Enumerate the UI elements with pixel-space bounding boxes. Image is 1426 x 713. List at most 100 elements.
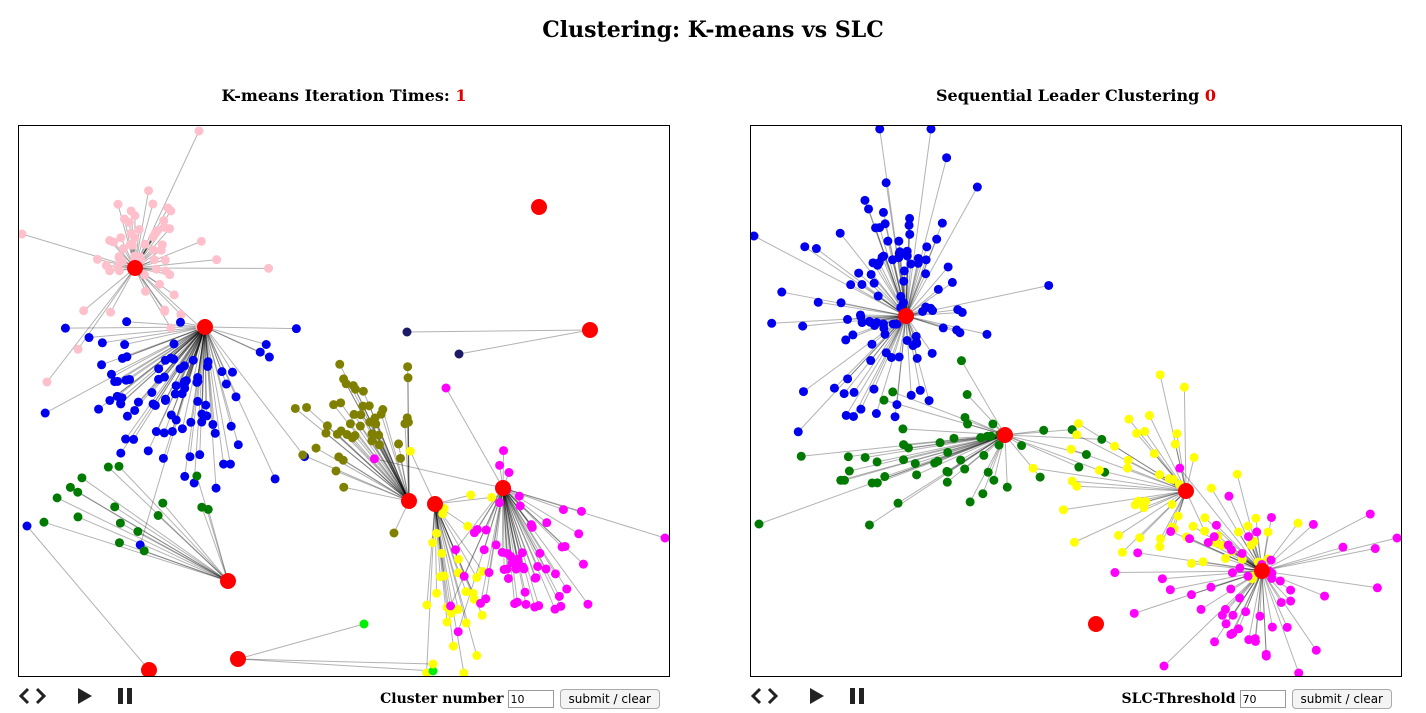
data-point xyxy=(389,528,399,538)
pause-icon[interactable] xyxy=(846,684,874,710)
data-point xyxy=(1144,411,1154,421)
assignment-line xyxy=(843,315,907,394)
data-point xyxy=(1072,481,1082,491)
data-point xyxy=(428,659,438,669)
data-point xyxy=(841,335,851,345)
data-point xyxy=(1365,509,1375,519)
data-point xyxy=(118,244,128,254)
assignment-line xyxy=(502,487,518,603)
data-point xyxy=(150,400,160,410)
assignment-line xyxy=(204,326,214,425)
data-point xyxy=(133,397,143,407)
assignment-line xyxy=(207,509,229,582)
assignment-line xyxy=(434,503,445,576)
assignment-line xyxy=(340,430,410,502)
data-point xyxy=(255,347,265,357)
data-point xyxy=(849,411,859,421)
data-point xyxy=(487,492,497,502)
data-point xyxy=(196,236,206,246)
data-point xyxy=(110,377,120,387)
data-point xyxy=(988,419,998,429)
data-point xyxy=(1017,441,1027,451)
assignment-line xyxy=(905,263,919,317)
data-point xyxy=(134,224,144,234)
data-point xyxy=(1227,568,1237,578)
assignment-line xyxy=(502,487,548,524)
data-point xyxy=(905,229,915,239)
data-point xyxy=(349,409,359,419)
code-arrows-icon[interactable] xyxy=(750,684,779,710)
data-point xyxy=(518,562,528,572)
data-point xyxy=(65,482,75,492)
kmeans-form: Cluster number submit / clear xyxy=(380,689,660,709)
assignment-line xyxy=(771,315,907,324)
kmeans-plot[interactable] xyxy=(18,125,670,677)
assignment-line xyxy=(803,315,907,393)
data-point xyxy=(906,390,916,400)
data-point xyxy=(578,559,588,569)
data-point xyxy=(219,459,229,469)
data-point xyxy=(311,443,321,453)
assignment-line xyxy=(26,525,150,671)
data-point xyxy=(1241,607,1251,617)
assignment-line xyxy=(120,326,206,454)
data-point xyxy=(454,349,464,359)
data-point xyxy=(902,251,912,261)
kmeans-submit-clear-button[interactable]: submit / clear xyxy=(559,689,660,709)
data-point xyxy=(857,318,867,328)
data-point xyxy=(39,517,49,527)
data-point xyxy=(159,216,169,226)
data-point xyxy=(922,242,932,252)
data-point xyxy=(1132,428,1142,438)
play-icon[interactable] xyxy=(73,684,101,710)
data-point xyxy=(105,395,115,405)
data-point xyxy=(1308,519,1318,529)
data-point xyxy=(513,554,523,564)
data-point xyxy=(1275,576,1285,586)
assignment-line xyxy=(458,329,591,355)
data-point xyxy=(179,361,189,371)
data-point xyxy=(431,528,441,538)
assignment-line xyxy=(65,326,206,329)
data-point xyxy=(126,228,136,238)
assignment-line xyxy=(853,315,907,417)
data-point xyxy=(97,338,107,348)
code-arrows-icon[interactable] xyxy=(18,684,47,710)
data-point xyxy=(192,377,202,387)
slc-submit-clear-button[interactable]: submit / clear xyxy=(1291,689,1392,709)
assignment-line xyxy=(409,450,436,505)
data-point xyxy=(872,457,882,467)
slc-plot[interactable] xyxy=(750,125,1402,677)
data-point xyxy=(813,297,823,307)
assignment-line xyxy=(327,425,410,502)
data-point xyxy=(22,521,32,531)
data-point xyxy=(463,521,473,531)
data-point xyxy=(849,387,859,397)
assignment-line xyxy=(325,432,410,502)
data-point xyxy=(1221,553,1231,563)
data-point xyxy=(879,395,889,405)
data-point xyxy=(908,341,918,351)
data-point xyxy=(1129,608,1139,618)
data-point xyxy=(208,419,218,429)
data-point xyxy=(197,417,207,427)
data-point xyxy=(869,384,879,394)
cluster-centroid xyxy=(141,662,157,676)
cluster-number-input[interactable] xyxy=(507,690,554,708)
data-point xyxy=(957,307,967,317)
data-point xyxy=(1133,496,1143,506)
data-point xyxy=(166,206,176,216)
data-point xyxy=(338,455,348,465)
play-icon[interactable] xyxy=(805,684,833,710)
slc-threshold-input[interactable] xyxy=(1239,690,1286,708)
assignment-line xyxy=(495,487,504,545)
assignment-line xyxy=(883,399,1006,436)
pause-icon[interactable] xyxy=(114,684,142,710)
data-point xyxy=(864,520,874,530)
assignment-line xyxy=(77,491,229,582)
assignment-line xyxy=(502,487,582,512)
data-point xyxy=(866,269,876,279)
data-point xyxy=(1196,604,1206,614)
assignment-line xyxy=(185,326,206,381)
data-point xyxy=(947,277,957,287)
